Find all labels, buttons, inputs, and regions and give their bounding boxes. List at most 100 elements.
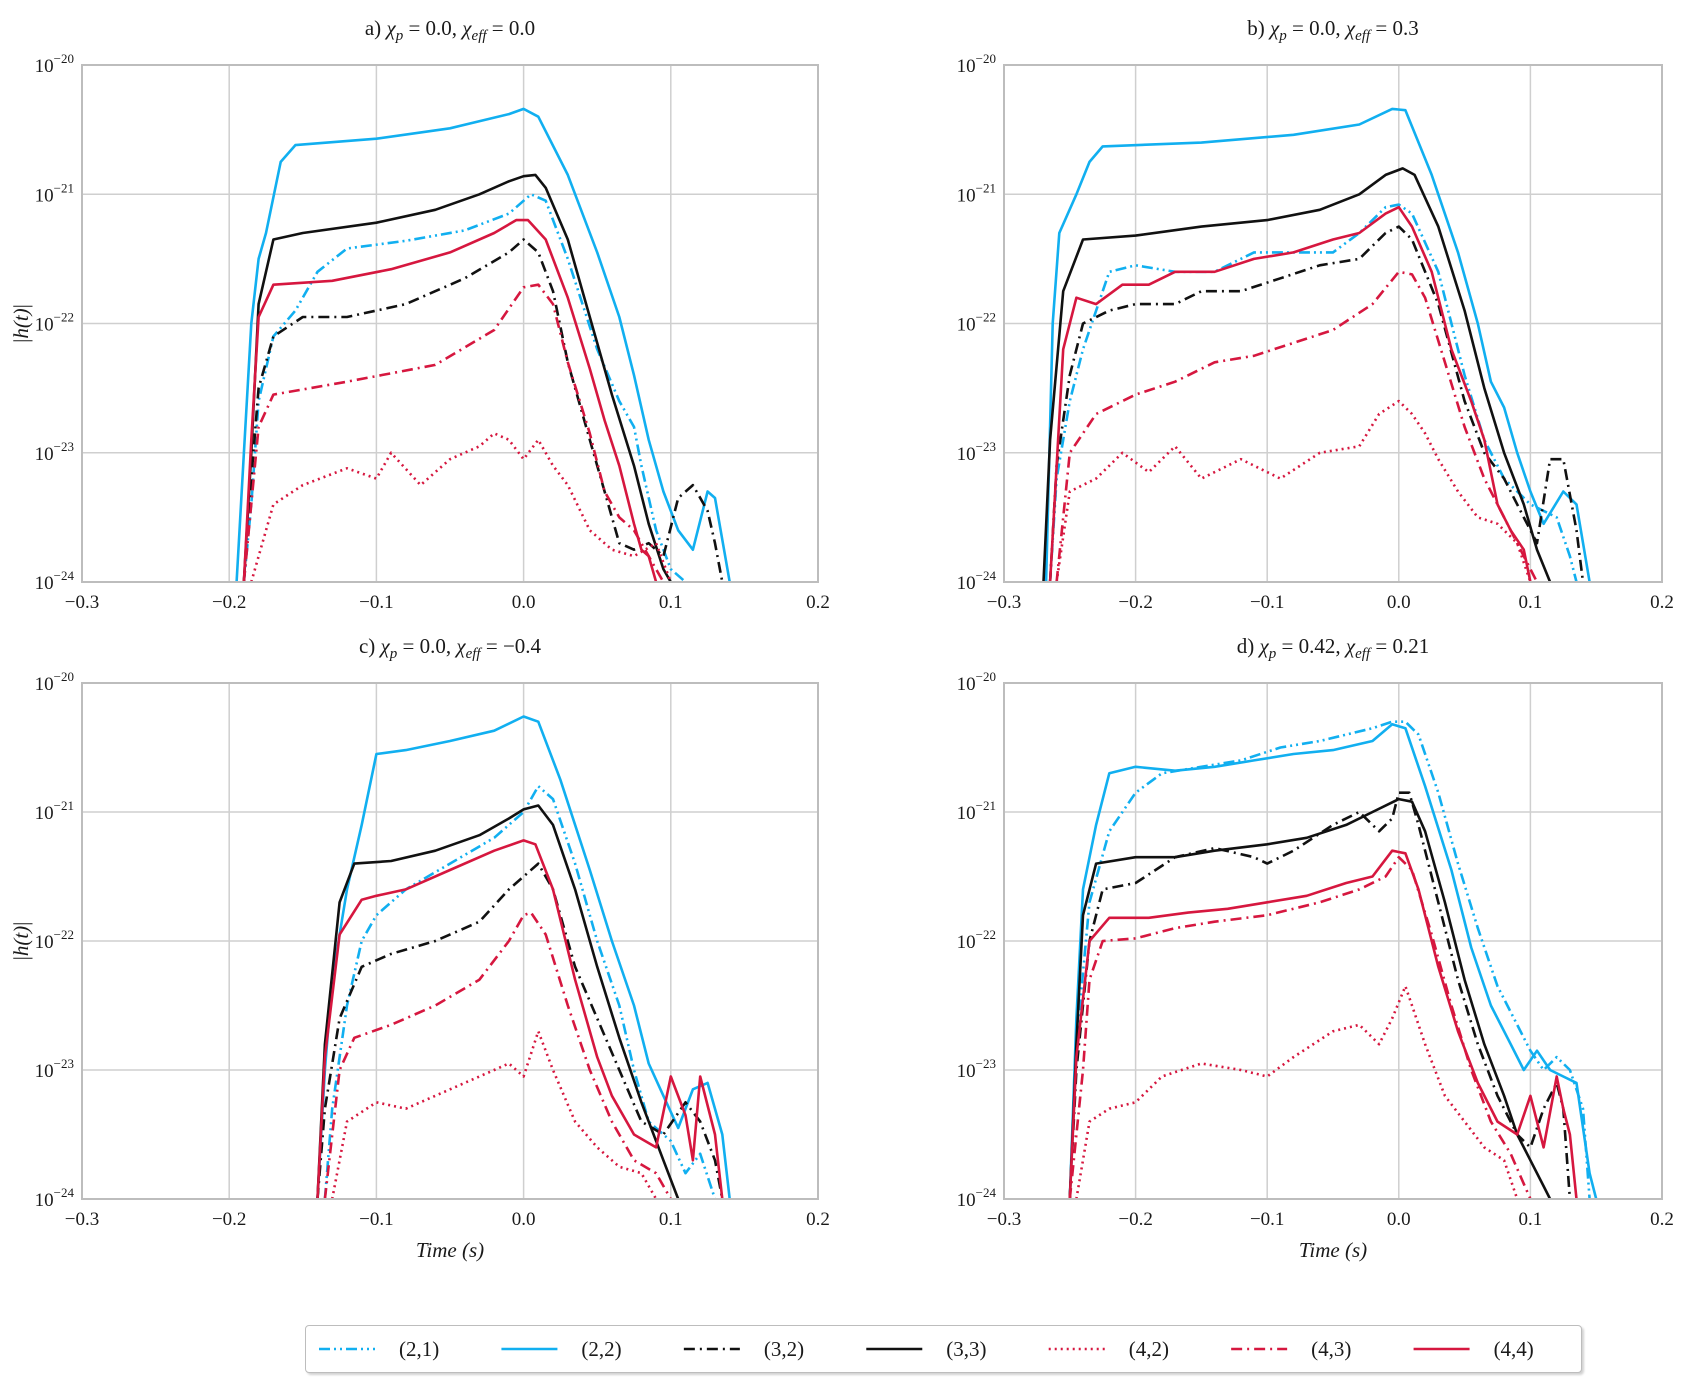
series-line-33 xyxy=(1068,797,1552,1199)
series-line-32 xyxy=(1048,225,1585,582)
panel-title: c) χp = 0.0, χeff = −0.4 xyxy=(359,634,542,662)
legend-entry-21: (2,1) xyxy=(319,1337,439,1361)
legend-label: (4,2) xyxy=(1129,1337,1169,1361)
x-tick-label: 0.1 xyxy=(1519,592,1543,613)
series-group xyxy=(316,715,731,1199)
series-line-22 xyxy=(1044,107,1591,582)
y-tick-label: 10−21 xyxy=(957,180,996,206)
legend-label: (4,3) xyxy=(1311,1337,1351,1361)
x-tick-label: −0.2 xyxy=(212,592,246,613)
legend: (2,1) (2,2) (3,2) (3,3) (4,2) (4,3) (4,4) xyxy=(319,1337,1534,1361)
legend-label: (3,2) xyxy=(764,1337,804,1361)
panel-d: −0.3 −0.2 −0.1 0.0 0.1 0.2 10−20 10−21 10−22 10−2… xyxy=(957,634,1674,1262)
series-line-43 xyxy=(1055,270,1539,582)
series-line-22 xyxy=(1068,723,1598,1199)
panel-c: −0.3 −0.2 −0.1 0.0 0.1 0.2 10−20 10−21 10−22 10−2… xyxy=(9,634,830,1262)
series-line-32 xyxy=(242,238,724,582)
y-tick-label: 10−23 xyxy=(957,1056,996,1082)
x-tick-label: 0.0 xyxy=(512,1209,536,1230)
y-axis-label: |h(t)| xyxy=(9,304,33,343)
legend-label: (2,2) xyxy=(581,1337,621,1361)
axes-frame xyxy=(1003,682,1663,1200)
y-tick-label: 10−20 xyxy=(35,51,74,77)
x-tick-label: −0.3 xyxy=(987,1209,1021,1230)
series-line-44 xyxy=(1068,849,1578,1199)
series-line-22 xyxy=(235,107,731,582)
axes-frame xyxy=(1003,64,1663,583)
series-line-43 xyxy=(242,283,665,582)
grid xyxy=(1003,64,1663,583)
y-tick-label: 10−21 xyxy=(35,180,74,206)
y-tick-label: 10−24 xyxy=(35,568,75,594)
series-line-43 xyxy=(323,911,672,1199)
legend-label: (2,1) xyxy=(399,1337,439,1361)
series-line-21 xyxy=(1068,720,1591,1199)
series-line-33 xyxy=(242,173,672,582)
y-tick-label: 10−22 xyxy=(957,927,996,953)
y-tick-label: 10−22 xyxy=(35,927,74,953)
x-tick-label: 0.2 xyxy=(806,592,830,613)
axes-frame xyxy=(81,682,819,1200)
x-tick-label: −0.3 xyxy=(65,1209,99,1230)
panel-title: a) χp = 0.0, χeff = 0.0 xyxy=(365,16,535,44)
x-tick-label: −0.1 xyxy=(1250,592,1284,613)
x-tick-label: −0.3 xyxy=(987,592,1021,613)
x-tick-label: 0.1 xyxy=(659,592,683,613)
series-group xyxy=(235,107,731,582)
legend-entry-44: (4,4) xyxy=(1413,1337,1534,1361)
legend-entry-32: (3,2) xyxy=(683,1337,804,1361)
series-line-21 xyxy=(323,784,717,1199)
panel-a: −0.3 −0.2 −0.1 0.0 0.1 0.2 10−20 10−21 10−22 10−2… xyxy=(9,16,830,613)
series-line-42 xyxy=(330,1030,658,1199)
series-line-33 xyxy=(316,804,680,1199)
x-tick-label: 0.1 xyxy=(659,1209,683,1230)
grid xyxy=(81,64,819,583)
x-tick-label: 0.2 xyxy=(1650,592,1674,613)
x-tick-label: −0.1 xyxy=(1250,1209,1284,1230)
panel-title: b) χp = 0.0, χeff = 0.3 xyxy=(1247,16,1418,44)
series-line-44 xyxy=(242,218,658,582)
series-line-33 xyxy=(1042,167,1552,582)
series-line-42 xyxy=(1055,399,1532,582)
series-line-21 xyxy=(1048,203,1578,582)
y-tick-label: 10−20 xyxy=(957,51,996,77)
series-line-42 xyxy=(250,432,673,582)
y-axis-label: |h(t)| xyxy=(9,922,33,961)
axes-frame xyxy=(81,64,819,583)
legend-label: (4,4) xyxy=(1494,1337,1534,1361)
x-tick-label: 0.2 xyxy=(1650,1209,1674,1230)
legend-entry-43: (4,3) xyxy=(1231,1337,1351,1361)
x-tick-label: −0.3 xyxy=(65,592,99,613)
x-tick-label: −0.1 xyxy=(359,592,393,613)
grid xyxy=(81,682,819,1200)
legend-entry-33: (3,3) xyxy=(866,1337,987,1361)
x-tick-label: 0.0 xyxy=(512,592,536,613)
y-tick-label: 10−23 xyxy=(957,439,996,465)
series-line-42 xyxy=(1075,984,1519,1199)
x-tick-label: 0.0 xyxy=(1387,592,1411,613)
series-group xyxy=(1068,720,1598,1199)
series-line-21 xyxy=(242,193,687,582)
y-tick-label: 10−23 xyxy=(35,1056,74,1082)
x-tick-label: −0.2 xyxy=(212,1209,246,1230)
legend-entry-22: (2,2) xyxy=(501,1337,622,1361)
y-tick-label: 10−21 xyxy=(957,798,996,824)
legend-label: (3,3) xyxy=(946,1337,986,1361)
x-tick-label: −0.2 xyxy=(1118,592,1152,613)
series-line-43 xyxy=(1068,855,1532,1199)
y-tick-label: 10−24 xyxy=(957,1185,997,1211)
series-line-44 xyxy=(316,839,724,1199)
y-tick-label: 10−22 xyxy=(35,310,74,336)
panel-b: −0.3 −0.2 −0.1 0.0 0.1 0.2 10−20 10−21 10−22 10−2… xyxy=(957,16,1674,613)
y-tick-label: 10−24 xyxy=(35,1185,75,1211)
legend-entry-42: (4,2) xyxy=(1048,1337,1169,1361)
panel-title: d) χp = 0.42, χeff = 0.21 xyxy=(1237,634,1429,662)
x-tick-label: 0.2 xyxy=(806,1209,830,1230)
y-tick-label: 10−24 xyxy=(957,568,997,594)
x-tick-label: −0.2 xyxy=(1118,1209,1152,1230)
y-tick-label: 10−23 xyxy=(35,439,74,465)
series-line-22 xyxy=(316,715,731,1199)
x-tick-label: −0.1 xyxy=(359,1209,393,1230)
y-tick-label: 10−20 xyxy=(35,669,74,695)
